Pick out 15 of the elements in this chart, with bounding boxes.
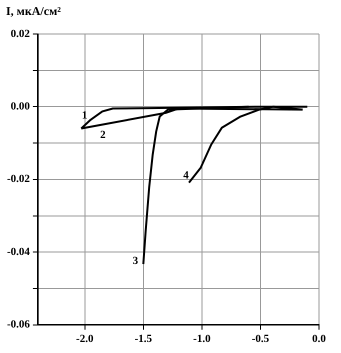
annotation: 3 (132, 254, 139, 267)
annotation: 1 (82, 110, 88, 122)
annotation: 2 (100, 129, 106, 142)
x-tick-label: -1.0 (193, 333, 212, 346)
x-tick-label: 0.0 (312, 333, 326, 346)
y-tick-label: -0.06 (6, 318, 30, 331)
x-tick-label: -2.0 (76, 333, 94, 346)
y-tick-label: 0.00 (10, 100, 30, 113)
y-tick-label: -0.04 (6, 246, 30, 258)
y-tick-label: 0.02 (10, 28, 30, 40)
x-tick-label: -1.5 (134, 333, 153, 346)
y-tick-label: -0.02 (6, 173, 30, 186)
annotation: 4 (183, 170, 190, 182)
x-tick-label: -0.5 (252, 333, 270, 346)
y-axis-title: I, мкА/см² (6, 4, 62, 18)
